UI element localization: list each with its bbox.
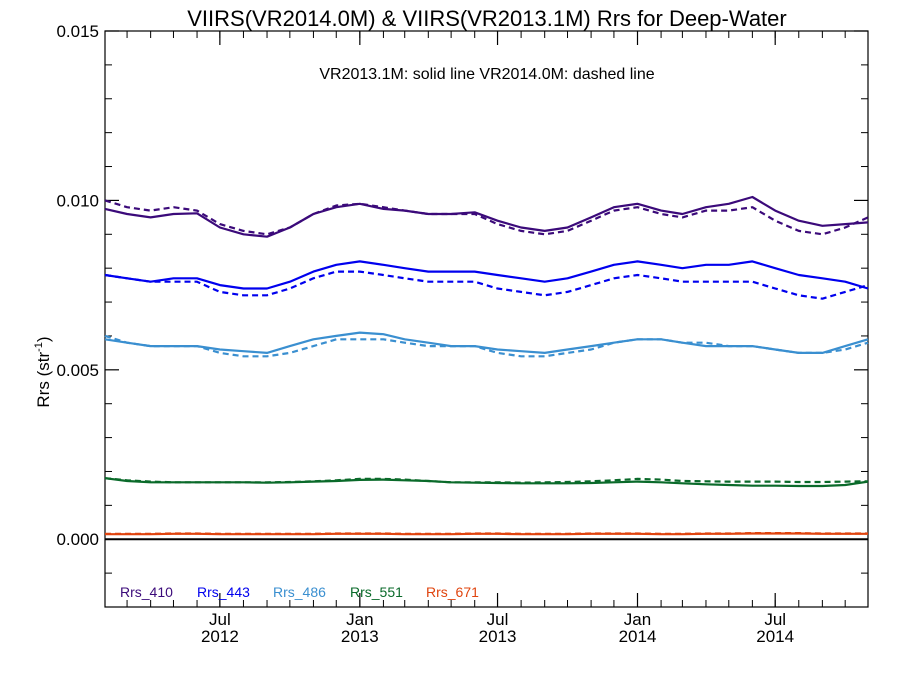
y-axis-label: Rrs (str-1) — [33, 336, 53, 407]
legend-entry-rrs-671: Rrs_671 — [426, 584, 479, 600]
line-style-note: VR2013.1M: solid line VR2014.0M: dashed … — [319, 66, 654, 83]
series-line-rrs-551-dashed — [104, 477, 869, 484]
series-line-rrs-443-solid — [104, 260, 869, 290]
x-tick-label-month: Jul — [209, 610, 231, 629]
x-tick-label-year: 2014 — [619, 627, 657, 646]
x-tick-label-month: Jul — [764, 610, 786, 629]
y-tick-label: 0.000 — [56, 530, 99, 549]
y-axis-label-close: ) — [34, 336, 53, 342]
y-tick-label: 0.005 — [56, 361, 99, 380]
x-tick-label-month: Jan — [624, 610, 651, 629]
legend-entry-rrs-443: Rrs_443 — [197, 584, 250, 600]
series-line-rrs-671-dashed — [105, 531, 868, 535]
legend-entry-rrs-486: Rrs_486 — [273, 584, 326, 600]
y-axis-label-text: Rrs (str — [34, 352, 53, 408]
chart-title: VIIRS(VR2014.0M) & VIIRS(VR2013.1M) Rrs … — [187, 6, 786, 31]
y-tick-label: 0.015 — [56, 22, 99, 41]
x-tick-label-month: Jan — [346, 610, 373, 629]
x-tick-label-year: 2012 — [201, 627, 239, 646]
x-tick-label-month: Jul — [487, 610, 509, 629]
series-line-rrs-410-dashed — [104, 199, 869, 236]
series-line-rrs-410-solid — [104, 195, 869, 238]
y-axis-label-exponent: -1 — [33, 342, 45, 352]
x-tick-label-year: 2014 — [756, 627, 794, 646]
x-tick-label-year: 2013 — [479, 627, 517, 646]
legend-entry-rrs-551: Rrs_551 — [350, 584, 403, 600]
plot-frame — [104, 30, 869, 608]
plot-area: 0.0000.0050.0100.015Jul2012Jan2013Jul201… — [56, 22, 869, 646]
series-line-rrs-486-solid — [104, 331, 869, 354]
series-line-rrs-486-dashed — [104, 334, 869, 358]
legend-entry-rrs-410: Rrs_410 — [120, 584, 173, 600]
x-tick-label-year: 2013 — [341, 627, 379, 646]
y-tick-label: 0.010 — [56, 191, 99, 210]
